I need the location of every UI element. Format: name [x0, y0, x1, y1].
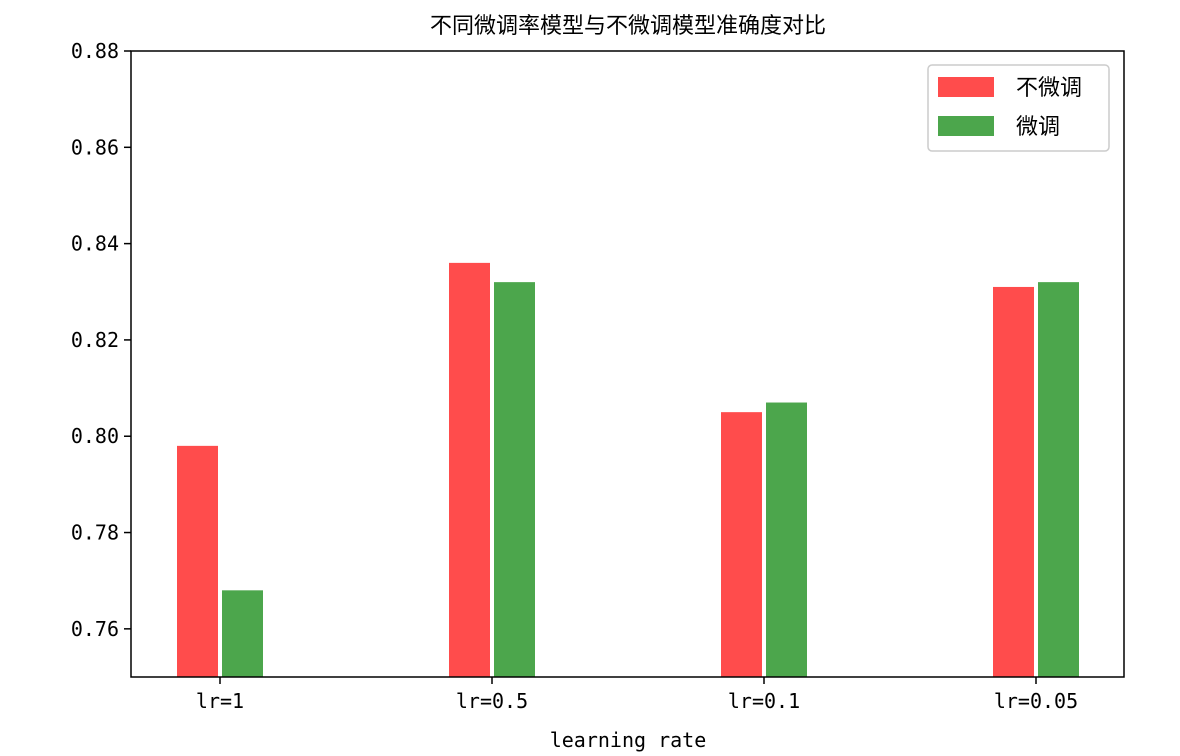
- x-tick-label: lr=0.5: [456, 689, 528, 713]
- legend-label: 微调: [1016, 115, 1060, 140]
- y-tick-label: 0.76: [71, 617, 119, 641]
- bar-finetune-1: [494, 282, 535, 677]
- y-tick-label: 0.88: [71, 39, 119, 63]
- plot-bars: [177, 262, 1079, 677]
- x-axis-label: learning rate: [550, 728, 707, 752]
- legend-swatch: [938, 77, 994, 97]
- bar-finetune-3: [1038, 282, 1079, 677]
- bar-finetune-2: [766, 402, 807, 677]
- x-tick-label: lr=0.1: [728, 689, 800, 713]
- legend-swatch: [938, 116, 994, 136]
- x-tick-label: lr=1: [196, 689, 244, 713]
- plot-frame: [130, 50, 1125, 678]
- legend-label: 不微调: [1016, 76, 1082, 101]
- y-axis: 0.76 0.78 0.80 0.82 0.84 0.86 0.88: [71, 39, 131, 641]
- bar-no-finetune-3: [993, 286, 1034, 677]
- bar-no-finetune-2: [721, 412, 762, 677]
- y-tick-label: 0.80: [71, 424, 119, 448]
- x-tick-label: lr=0.05: [994, 689, 1078, 713]
- bar-finetune-0: [222, 590, 263, 677]
- y-tick-label: 0.84: [71, 232, 119, 256]
- y-tick-label: 0.78: [71, 521, 119, 545]
- x-axis: lr=1 lr=0.5 lr=0.1 lr=0.05: [196, 677, 1078, 713]
- chart-title: 不同微调率模型与不微调模型准确度对比: [430, 14, 826, 39]
- bar-no-finetune-0: [177, 445, 218, 677]
- y-tick-label: 0.86: [71, 135, 119, 159]
- bar-no-finetune-1: [449, 262, 490, 677]
- y-tick-label: 0.82: [71, 328, 119, 352]
